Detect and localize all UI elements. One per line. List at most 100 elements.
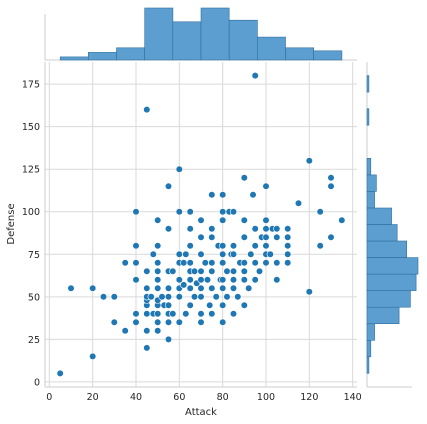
scatter-point [262, 242, 270, 250]
scatter-point [206, 301, 214, 309]
scatter-point [284, 242, 292, 250]
scatter-point [154, 310, 162, 318]
scatter-point [164, 301, 173, 309]
scatter-point [190, 293, 199, 301]
top-hist-bar [88, 52, 117, 61]
right-marginal-histogram [366, 62, 419, 388]
scatter-point [305, 157, 313, 165]
scatter-point [284, 225, 292, 233]
scatter-point [262, 233, 270, 241]
scatter-point [219, 242, 227, 250]
scatter-point [229, 276, 238, 284]
scatter-point [240, 301, 248, 309]
y-tick-label: 25 [28, 335, 40, 346]
x-tick-labels: 0 20 40 60 80 100 120 140 [46, 392, 361, 403]
scatter-point [143, 105, 151, 114]
scatter-point [229, 242, 238, 250]
scatter-point [132, 259, 140, 267]
scatter-point [219, 284, 227, 292]
scatter-point [219, 216, 227, 224]
scatter-point [164, 284, 173, 292]
scatter-point [266, 250, 274, 258]
scatter-point [56, 369, 64, 378]
scatter-point [273, 259, 281, 267]
top-marginal-histogram [44, 7, 357, 61]
scatter-point [247, 250, 255, 258]
top-hist-bar [144, 7, 174, 61]
scatter-point [132, 310, 140, 318]
scatter-point [251, 225, 259, 233]
top-hist-bar [285, 47, 315, 61]
joint-grid [45, 62, 357, 387]
scatter-point [186, 208, 194, 216]
scatter-point [132, 242, 140, 250]
scatter-point [175, 165, 183, 173]
scatter-point [169, 310, 177, 318]
x-axis-title: Attack [185, 407, 217, 418]
scatter-point [197, 284, 205, 292]
scatter-point [201, 259, 209, 267]
y-tick-label: 125 [22, 165, 40, 176]
scatter-point [149, 250, 157, 258]
scatter-point [158, 293, 166, 301]
scatter-point [175, 318, 183, 326]
scatter-point [121, 327, 129, 335]
scatter-point [219, 208, 227, 216]
scatter-point [284, 250, 292, 258]
x-tick-label: 60 [173, 392, 185, 403]
scatter-point [316, 242, 324, 250]
scatter-point [327, 182, 335, 190]
scatter-point [255, 267, 264, 275]
scatter-point [154, 318, 162, 326]
right-hist-bar [366, 257, 419, 275]
scatter-point [143, 267, 151, 275]
top-hist-bar [313, 50, 343, 61]
right-hist-bar [366, 158, 372, 176]
scatter-point [245, 284, 253, 292]
scatter-point [316, 208, 324, 216]
scatter-point [223, 267, 231, 275]
right-hist-bar [366, 224, 398, 242]
scatter-point [234, 293, 242, 301]
right-hist-bar [366, 339, 372, 358]
right-hist-bar [366, 240, 408, 258]
scatter-point [208, 191, 216, 199]
scatter-point [143, 310, 151, 318]
right-hist-bar [366, 108, 370, 126]
scatter-point [208, 284, 216, 292]
scatter-point [305, 288, 313, 296]
scatter-point [186, 259, 194, 267]
scatter-point [208, 267, 216, 275]
x-tick-label: 40 [130, 392, 142, 403]
scatter-point [186, 301, 194, 309]
scatter-point [164, 182, 173, 190]
scatter-point [180, 281, 188, 289]
scatter-point [203, 276, 212, 284]
scatter-point [154, 242, 162, 250]
scatter-point [219, 191, 227, 199]
x-tick-label: 80 [217, 392, 229, 403]
scatter-point [197, 310, 205, 318]
right-hist-bar [366, 306, 400, 325]
scatter-point [197, 318, 205, 326]
scatter-point [229, 250, 238, 258]
scatter-point [208, 225, 216, 233]
top-hist-bar [200, 7, 230, 61]
scatter-point [219, 250, 227, 258]
scatter-point [273, 233, 281, 241]
right-hist-bar [366, 323, 375, 341]
scatter-point [208, 259, 216, 267]
scatter-point [182, 310, 190, 318]
scatter-point [89, 284, 97, 292]
scatter-point [110, 318, 118, 326]
scatter-point [208, 310, 216, 318]
y-tick-label: 75 [28, 250, 40, 261]
scatter-point [223, 293, 231, 301]
joint-panel-background [45, 62, 357, 387]
scatter-point [219, 276, 227, 284]
scatter-point [249, 191, 257, 199]
scatter-point [240, 216, 248, 224]
x-tick-label: 140 [344, 392, 362, 403]
scatter-point [212, 293, 220, 301]
scatter-point [182, 250, 190, 258]
